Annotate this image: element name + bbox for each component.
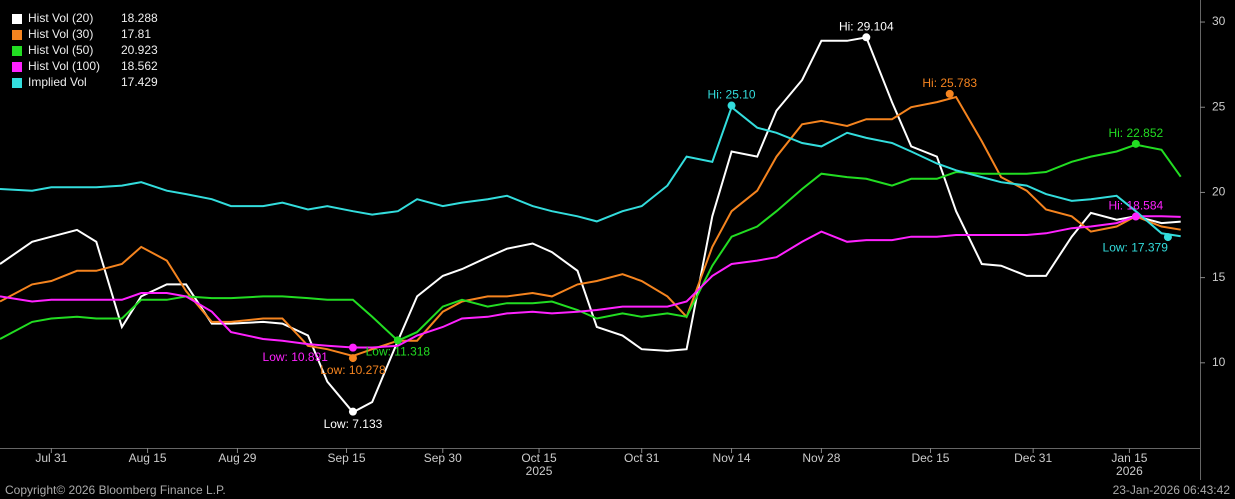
y-tick-label: 15 [1212,270,1226,284]
annotation-marker [348,343,357,352]
series-line [0,215,1181,349]
x-tick-label: Nov 28 [802,451,840,465]
series-line [0,105,1181,238]
x-tick-label: Jul 31 [35,451,67,465]
annotation-marker [348,407,357,416]
x-tick-label: Nov 14 [713,451,751,465]
legend-label: Hist Vol (50) [28,43,93,57]
legend-label: Hist Vol (20) [28,11,93,25]
x-tick-label: Oct 31 [624,451,660,465]
annotation-marker [727,101,736,110]
timestamp: 23-Jan-2026 06:43:42 [1113,483,1231,497]
legend-swatch [12,78,22,88]
annotation-label: Hi: 25.10 [708,88,756,102]
annotation-marker [1131,139,1140,148]
y-tick-label: 30 [1212,14,1226,28]
x-tick-label: Jan 15 [1111,451,1147,465]
legend-value: 18.562 [121,59,158,73]
x-tick-label: Sep 15 [328,451,366,465]
x-tick-label: Dec 31 [1014,451,1052,465]
annotation-label: Hi: 18.584 [1108,199,1163,213]
y-tick-label: 20 [1212,185,1226,199]
annotation-label: Low: 17.379 [1103,240,1169,254]
legend-swatch [12,46,22,56]
copyright: Copyright© 2026 Bloomberg Finance L.P. [5,483,226,497]
annotation-label: Low: 7.133 [324,417,383,431]
annotation-marker [1131,212,1140,221]
legend-swatch [12,30,22,40]
annotation-label: Low: 10.278 [320,363,386,377]
annotation-marker [393,336,402,345]
legend-swatch [12,62,22,72]
annotation-label: Low: 11.318 [366,345,431,359]
legend-value: 20.923 [121,43,158,57]
x-tick-label: Oct 15 [521,451,557,465]
annotation-marker [945,89,954,98]
x-tick-label: Sep 30 [424,451,462,465]
annotation-label: Hi: 29.104 [839,19,894,33]
series-line [0,143,1182,342]
legend-value: 18.288 [121,11,158,25]
legend-label: Implied Vol [28,75,87,89]
legend-swatch [12,14,22,24]
x-tick-label: Aug 15 [129,451,167,465]
legend-label: Hist Vol (100) [28,59,100,73]
annotation-marker [1163,233,1172,242]
y-tick-label: 25 [1212,99,1226,113]
series-line [0,95,1181,358]
legend-value: 17.429 [121,75,158,89]
annotation-label: Hi: 25.783 [922,76,977,90]
annotation-marker [862,33,871,42]
legend-label: Hist Vol (30) [28,27,93,41]
x-tick-label: Dec 15 [911,451,949,465]
y-tick-label: 10 [1212,355,1226,369]
legend-value: 17.81 [121,27,151,41]
year-label: 2025 [526,464,553,478]
annotation-label: Hi: 22.852 [1108,126,1163,140]
annotation-marker [348,354,357,363]
annotation-label: Low: 10.891 [263,350,329,364]
x-tick-label: Aug 29 [218,451,256,465]
year-label: 2026 [1116,464,1143,478]
